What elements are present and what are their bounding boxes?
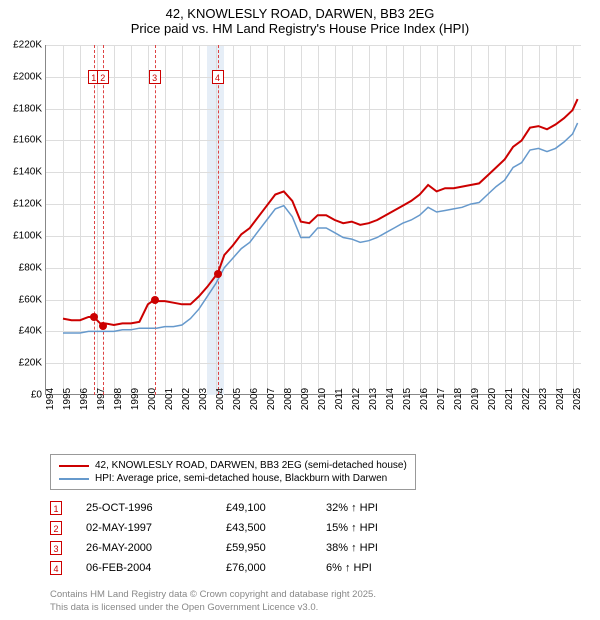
price-paid-dot <box>214 270 222 278</box>
x-tick-label: 1998 <box>113 388 124 410</box>
price-paid-dot <box>90 313 98 321</box>
x-tick-label: 2012 <box>351 388 362 410</box>
x-tick-label: 2024 <box>555 388 566 410</box>
series-price_paid <box>63 99 578 326</box>
table-date: 02-MAY-1997 <box>86 522 226 534</box>
x-tick-label: 2009 <box>300 388 311 410</box>
y-tick-label: £80K <box>19 262 42 273</box>
x-tick-label: 2011 <box>334 388 345 410</box>
table-price: £59,950 <box>226 542 326 554</box>
legend-label: 42, KNOWLESLY ROAD, DARWEN, BB3 2EG (sem… <box>95 460 407 471</box>
table-price: £76,000 <box>226 562 326 574</box>
y-tick-label: £140K <box>13 167 42 178</box>
x-tick-label: 2006 <box>249 388 260 410</box>
y-tick-label: £220K <box>13 40 42 51</box>
chart-area: 1234 £0£20K£40K£60K£80K£100K£120K£140K£1… <box>45 45 580 395</box>
x-tick-label: 2013 <box>368 388 379 410</box>
x-tick-label: 2023 <box>538 388 549 410</box>
table-row-marker: 3 <box>50 541 62 555</box>
table-row: 3 26-MAY-2000£59,95038% ↑ HPI <box>50 538 426 558</box>
legend-item: HPI: Average price, semi-detached house,… <box>59 472 407 485</box>
x-tick-label: 2014 <box>385 388 396 410</box>
x-tick-label: 2002 <box>181 388 192 410</box>
price-paid-dot <box>99 322 107 330</box>
x-tick-label: 2019 <box>470 388 481 410</box>
series-hpi <box>63 123 578 333</box>
x-tick-label: 2021 <box>504 388 515 410</box>
x-tick-label: 2001 <box>164 388 175 410</box>
title-block: 42, KNOWLESLY ROAD, DARWEN, BB3 2EG Pric… <box>0 0 600 40</box>
chart-title: 42, KNOWLESLY ROAD, DARWEN, BB3 2EG <box>0 6 600 21</box>
x-tick-label: 2018 <box>453 388 464 410</box>
table-date: 06-FEB-2004 <box>86 562 226 574</box>
table-date: 25-OCT-1996 <box>86 502 226 514</box>
y-tick-label: £0 <box>31 390 42 401</box>
y-tick-label: £120K <box>13 199 42 210</box>
x-tick-label: 2007 <box>266 388 277 410</box>
line-series-svg <box>46 45 581 395</box>
x-tick-label: 2015 <box>402 388 413 410</box>
y-tick-label: £60K <box>19 294 42 305</box>
legend-label: HPI: Average price, semi-detached house,… <box>95 473 387 484</box>
table-row-marker: 1 <box>50 501 62 515</box>
table-pct: 15% ↑ HPI <box>326 522 426 534</box>
y-tick-label: £180K <box>13 103 42 114</box>
x-tick-label: 1996 <box>79 388 90 410</box>
attribution-line-1: Contains HM Land Registry data © Crown c… <box>50 589 376 601</box>
x-tick-label: 2017 <box>436 388 447 410</box>
x-tick-label: 1999 <box>130 388 141 410</box>
x-tick-label: 2000 <box>147 388 158 410</box>
table-date: 26-MAY-2000 <box>86 542 226 554</box>
y-tick-label: £100K <box>13 230 42 241</box>
table-row: 4 06-FEB-2004£76,0006% ↑ HPI <box>50 558 426 578</box>
data-table: 1 25-OCT-1996£49,10032% ↑ HPI 2 02-MAY-1997… <box>50 498 426 578</box>
x-tick-label: 2020 <box>487 388 498 410</box>
price-paid-dot <box>151 296 159 304</box>
x-tick-label: 2005 <box>232 388 243 410</box>
x-tick-label: 1995 <box>62 388 73 410</box>
table-row: 2 02-MAY-1997£43,50015% ↑ HPI <box>50 518 426 538</box>
y-tick-label: £160K <box>13 135 42 146</box>
event-marker: 2 <box>97 70 109 84</box>
y-tick-label: £40K <box>19 326 42 337</box>
attribution-line-2: This data is licensed under the Open Gov… <box>50 602 376 614</box>
x-tick-label: 2025 <box>572 388 583 410</box>
chart-container: 42, KNOWLESLY ROAD, DARWEN, BB3 2EG Pric… <box>0 0 600 620</box>
legend-swatch <box>59 465 89 467</box>
event-marker: 3 <box>149 70 161 84</box>
table-pct: 6% ↑ HPI <box>326 562 426 574</box>
table-pct: 32% ↑ HPI <box>326 502 426 514</box>
event-marker: 4 <box>212 70 224 84</box>
x-tick-label: 2022 <box>521 388 532 410</box>
table-row-marker: 4 <box>50 561 62 575</box>
x-tick-label: 2010 <box>317 388 328 410</box>
y-tick-label: £200K <box>13 71 42 82</box>
legend-swatch <box>59 478 89 480</box>
x-tick-label: 2008 <box>283 388 294 410</box>
legend-item: 42, KNOWLESLY ROAD, DARWEN, BB3 2EG (sem… <box>59 459 407 472</box>
attribution: Contains HM Land Registry data © Crown c… <box>50 589 376 614</box>
table-pct: 38% ↑ HPI <box>326 542 426 554</box>
table-row-marker: 2 <box>50 521 62 535</box>
x-tick-label: 2003 <box>198 388 209 410</box>
chart-subtitle: Price paid vs. HM Land Registry's House … <box>0 21 600 36</box>
x-tick-label: 2016 <box>419 388 430 410</box>
legend: 42, KNOWLESLY ROAD, DARWEN, BB3 2EG (sem… <box>50 454 416 490</box>
x-tick-label: 2004 <box>215 388 226 410</box>
table-price: £43,500 <box>226 522 326 534</box>
table-price: £49,100 <box>226 502 326 514</box>
x-tick-label: 1994 <box>45 388 56 410</box>
table-row: 1 25-OCT-1996£49,10032% ↑ HPI <box>50 498 426 518</box>
plot-area: 1234 <box>45 45 580 395</box>
x-tick-label: 1997 <box>96 388 107 410</box>
y-tick-label: £20K <box>19 358 42 369</box>
